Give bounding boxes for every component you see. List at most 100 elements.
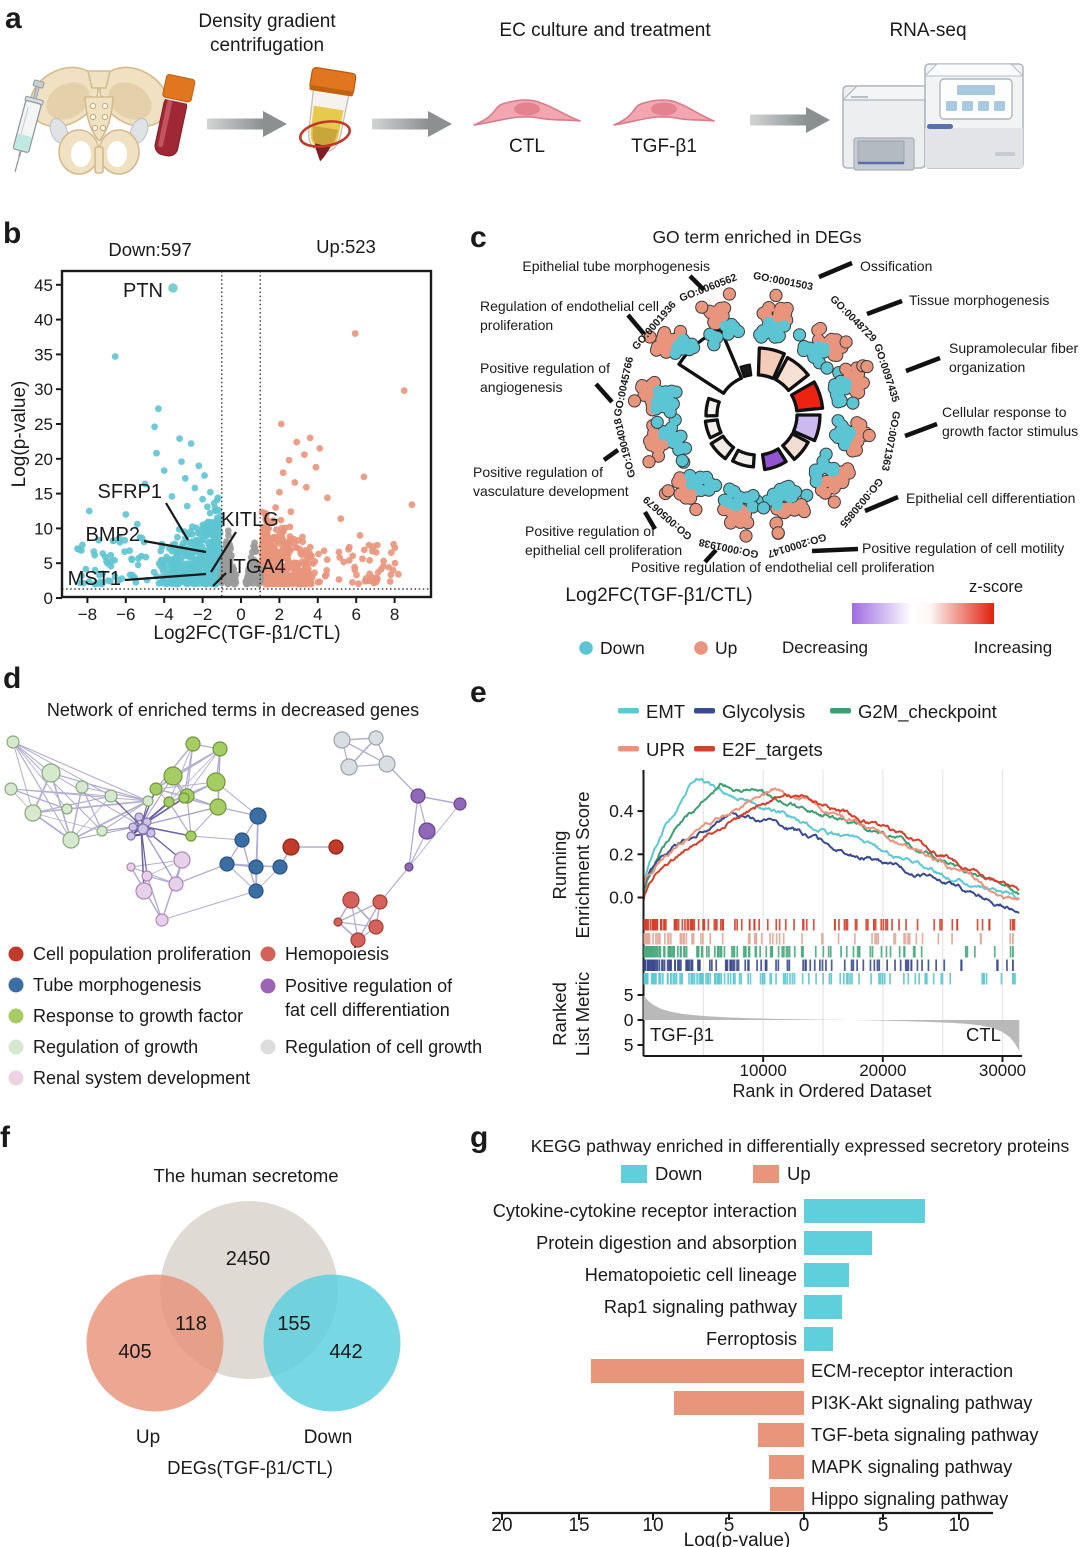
- svg-text:40: 40: [34, 311, 53, 330]
- svg-text:−6: −6: [116, 605, 135, 624]
- svg-text:Hemopoiesis: Hemopoiesis: [285, 944, 389, 964]
- svg-text:Glycolysis: Glycolysis: [722, 701, 805, 722]
- svg-text:BMP2: BMP2: [86, 524, 140, 546]
- svg-text:centrifugation: centrifugation: [210, 35, 324, 56]
- svg-text:Log(p-value): Log(p-value): [684, 1530, 791, 1547]
- svg-text:Protein digestion and absorpti: Protein digestion and absorption: [536, 1233, 797, 1253]
- svg-text:MAPK signaling pathway: MAPK signaling pathway: [811, 1457, 1013, 1477]
- svg-text:2: 2: [275, 605, 284, 624]
- svg-text:5: 5: [878, 1515, 889, 1536]
- svg-text:−4: −4: [155, 605, 174, 624]
- svg-text:−2: −2: [193, 605, 212, 624]
- svg-text:Regulation of cell growth: Regulation of cell growth: [285, 1037, 482, 1057]
- svg-text:20000: 20000: [859, 1061, 906, 1080]
- svg-text:Down: Down: [655, 1163, 702, 1184]
- svg-text:Ranked: Ranked: [549, 982, 570, 1046]
- svg-text:−8: −8: [78, 605, 97, 624]
- svg-text:0: 0: [44, 589, 53, 608]
- svg-text:155: 155: [277, 1313, 310, 1335]
- svg-text:35: 35: [34, 345, 53, 364]
- svg-text:CTL: CTL: [509, 136, 545, 157]
- svg-text:15: 15: [568, 1515, 589, 1536]
- svg-text:ITGA4: ITGA4: [228, 556, 286, 578]
- svg-text:Positive regulation of: Positive regulation of: [473, 464, 603, 480]
- svg-text:Positive regulation of: Positive regulation of: [480, 360, 610, 376]
- svg-text:Increasing: Increasing: [974, 638, 1052, 657]
- svg-text:vasculature development: vasculature development: [473, 483, 629, 499]
- svg-text:Ossification: Ossification: [860, 258, 932, 274]
- svg-text:Cytokine-cytokine receptor int: Cytokine-cytokine receptor interaction: [493, 1201, 797, 1221]
- svg-text:EMT: EMT: [646, 701, 685, 722]
- svg-text:30: 30: [34, 380, 53, 399]
- svg-text:RNA-seq: RNA-seq: [889, 20, 966, 41]
- svg-text:angiogenesis: angiogenesis: [480, 379, 563, 395]
- svg-text:20: 20: [491, 1515, 512, 1536]
- svg-text:d: d: [3, 662, 21, 695]
- svg-text:CTL: CTL: [966, 1024, 1001, 1045]
- svg-text:20: 20: [34, 450, 53, 469]
- svg-text:Network of enriched terms in d: Network of enriched terms in decreased g…: [47, 700, 419, 720]
- svg-text:List Metric: List Metric: [572, 972, 593, 1056]
- svg-text:15: 15: [34, 485, 53, 504]
- svg-text:Positive regulation of endothe: Positive regulation of endothelial cell …: [631, 559, 935, 575]
- svg-text:The human secretome: The human secretome: [153, 1165, 338, 1186]
- svg-text:Log(p-value): Log(p-value): [9, 381, 30, 488]
- svg-text:UPR: UPR: [646, 739, 685, 760]
- svg-text:g: g: [470, 1121, 488, 1154]
- svg-text:Epithelial cell differentiatio: Epithelial cell differentiation: [906, 490, 1075, 506]
- svg-text:KITLG: KITLG: [221, 509, 279, 531]
- svg-text:0: 0: [624, 1010, 634, 1030]
- svg-text:proliferation: proliferation: [480, 317, 553, 333]
- svg-text:Cellular response to: Cellular response to: [942, 404, 1067, 420]
- svg-text:GO term enriched in DEGs: GO term enriched in DEGs: [652, 227, 861, 247]
- svg-text:SFRP1: SFRP1: [98, 481, 162, 503]
- svg-text:118: 118: [175, 1313, 207, 1335]
- svg-text:PTN: PTN: [123, 280, 163, 302]
- svg-text:Epithelial tube morphogenesis: Epithelial tube morphogenesis: [522, 258, 710, 274]
- svg-text:Tissue morphogenesis: Tissue morphogenesis: [909, 292, 1049, 308]
- svg-text:0.4: 0.4: [609, 801, 634, 821]
- svg-text:Running: Running: [549, 831, 570, 900]
- svg-text:ECM-receptor interaction: ECM-receptor interaction: [811, 1361, 1013, 1381]
- svg-text:8: 8: [390, 605, 399, 624]
- svg-text:G2M_checkpoint: G2M_checkpoint: [858, 701, 997, 723]
- svg-text:Renal system development: Renal system development: [33, 1068, 250, 1088]
- svg-text:Down: Down: [600, 638, 645, 658]
- svg-text:25: 25: [34, 415, 53, 434]
- svg-text:Density gradient: Density gradient: [198, 11, 336, 32]
- svg-text:Rap1 signaling pathway: Rap1 signaling pathway: [604, 1297, 798, 1317]
- svg-text:Positive regulation of cell mo: Positive regulation of cell motility: [862, 540, 1064, 556]
- svg-text:30000: 30000: [979, 1061, 1026, 1080]
- svg-text:4: 4: [313, 605, 322, 624]
- svg-text:10: 10: [642, 1515, 663, 1536]
- svg-text:Supramolecular fiber: Supramolecular fiber: [949, 340, 1079, 356]
- svg-text:10: 10: [948, 1515, 969, 1536]
- svg-text:a: a: [5, 2, 22, 35]
- svg-text:Decreasing: Decreasing: [782, 638, 868, 657]
- svg-text:2450: 2450: [226, 1248, 271, 1270]
- svg-text:Rank in Ordered Dataset: Rank in Ordered Dataset: [732, 1081, 931, 1101]
- svg-text:Log2FC(TGF-β1/CTL): Log2FC(TGF-β1/CTL): [153, 623, 340, 644]
- svg-text:MST1: MST1: [68, 568, 121, 590]
- svg-text:z-score: z-score: [969, 578, 1023, 596]
- svg-text:10: 10: [34, 519, 53, 538]
- svg-text:Down:597: Down:597: [108, 239, 191, 260]
- svg-text:Positive regulation of: Positive regulation of: [285, 976, 453, 996]
- svg-text:DEGs(TGF-β1/CTL): DEGs(TGF-β1/CTL): [167, 1457, 333, 1478]
- svg-text:e: e: [470, 676, 487, 709]
- svg-text:PI3K-Akt signaling pathway: PI3K-Akt signaling pathway: [811, 1393, 1033, 1413]
- svg-text:Hippo signaling pathway: Hippo signaling pathway: [811, 1489, 1009, 1509]
- svg-text:Cell population proliferation: Cell population proliferation: [33, 944, 251, 964]
- svg-text:5: 5: [724, 1515, 735, 1536]
- svg-text:E2F_targets: E2F_targets: [722, 739, 823, 761]
- svg-text:Hematopoietic cell lineage: Hematopoietic cell lineage: [585, 1265, 797, 1285]
- svg-text:EC culture and treatment: EC culture and treatment: [499, 20, 711, 41]
- svg-text:Up:523: Up:523: [316, 236, 376, 257]
- svg-text:TGF-β1: TGF-β1: [650, 1024, 714, 1045]
- svg-text:b: b: [3, 217, 21, 250]
- svg-text:Log2FC(TGF-β1/CTL): Log2FC(TGF-β1/CTL): [565, 585, 752, 606]
- svg-text:10000: 10000: [740, 1061, 787, 1080]
- svg-text:TGF-β1: TGF-β1: [631, 136, 697, 157]
- svg-text:5: 5: [624, 985, 634, 1005]
- svg-text:Enrichment Score: Enrichment Score: [572, 791, 593, 938]
